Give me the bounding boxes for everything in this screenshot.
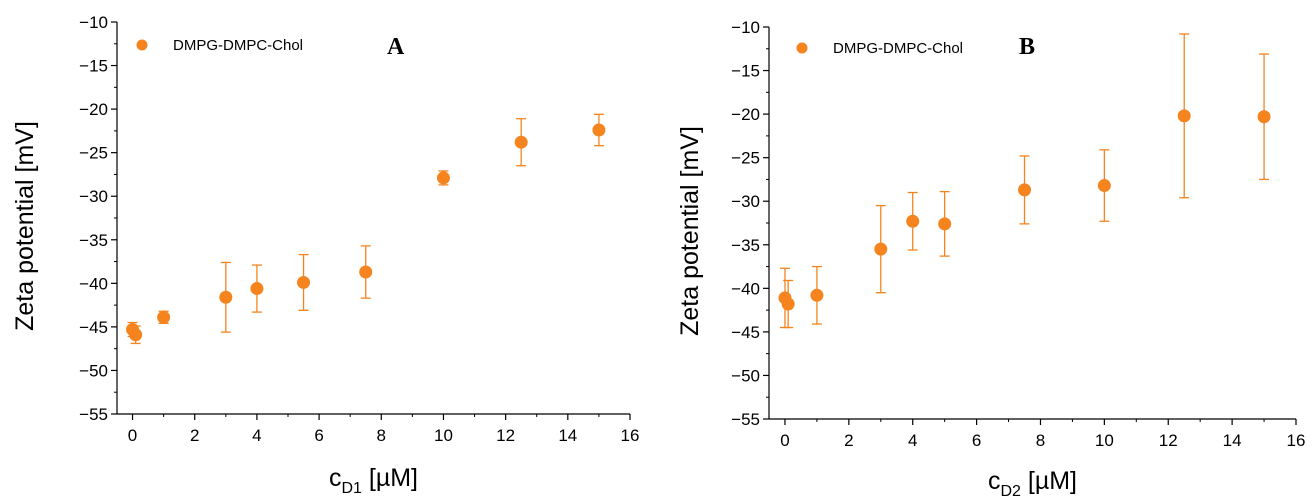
- y-tick-label: −40: [731, 279, 760, 298]
- x-tick-label: 10: [434, 426, 453, 445]
- x-tick-label: 0: [780, 431, 789, 450]
- x-tick-label: 14: [558, 426, 577, 445]
- data-point-group: [592, 113, 606, 147]
- data-point: [810, 288, 824, 302]
- x-tick-label: 14: [1223, 431, 1242, 450]
- data-point: [1018, 183, 1032, 197]
- x-axis-title: cD1 [µM]: [329, 464, 418, 497]
- data-point-group: [781, 279, 795, 329]
- x-axis-title-unit: [µM]: [362, 464, 418, 492]
- y-tick-label: −35: [79, 231, 108, 250]
- data-point-group: [1097, 149, 1111, 222]
- panel-label: A: [387, 34, 405, 60]
- y-tick-label: −15: [79, 57, 108, 76]
- data-point: [129, 328, 143, 342]
- y-axis-title: Zeta potential [mV]: [11, 121, 39, 331]
- data-point-group: [157, 310, 171, 325]
- data-point: [250, 282, 264, 296]
- data-point: [1097, 179, 1111, 193]
- data-point-group: [219, 261, 233, 333]
- data-point-group: [906, 191, 920, 251]
- x-tick-label: 2: [190, 426, 199, 445]
- y-tick-label: −30: [731, 192, 760, 211]
- x-axis-title-unit: [µM]: [1021, 467, 1077, 495]
- x-axis-title-main: c: [329, 464, 342, 492]
- x-tick-label: 4: [252, 426, 261, 445]
- x-axis-title-subscript: D1: [341, 480, 362, 497]
- y-tick-label: −20: [79, 100, 108, 119]
- legend-label: DMPG-DMPC-Chol: [173, 37, 303, 54]
- data-point: [781, 297, 795, 311]
- data-point: [874, 242, 888, 256]
- y-axis-title: Zeta potential [mV]: [676, 126, 704, 336]
- y-tick-label: −55: [79, 405, 108, 424]
- x-tick-label: 6: [972, 431, 981, 450]
- y-tick-label: −50: [79, 361, 108, 380]
- x-tick-label: 2: [844, 431, 853, 450]
- data-point-group: [359, 245, 373, 299]
- x-axis-title-subscript: D2: [1000, 483, 1021, 499]
- x-tick-label: 0: [128, 426, 137, 445]
- x-tick-label: 12: [1159, 431, 1178, 450]
- x-tick-label: 16: [1287, 431, 1306, 450]
- data-point-group: [1257, 53, 1271, 181]
- data-point-group: [436, 170, 450, 186]
- data-point-group: [514, 118, 528, 167]
- y-tick-label: −10: [79, 13, 108, 32]
- data-point: [906, 214, 920, 228]
- data-point-group: [1177, 33, 1191, 199]
- data-point: [219, 290, 233, 304]
- data-point: [297, 275, 311, 289]
- x-axis-title-main: c: [988, 467, 1001, 495]
- data-point-group: [810, 265, 824, 325]
- data-point-group: [297, 253, 311, 311]
- data-point: [359, 265, 373, 279]
- y-tick-label: −25: [79, 144, 108, 163]
- data-point: [436, 171, 450, 185]
- x-axis-title: cD2 [µM]: [988, 467, 1077, 499]
- legend-label: DMPG-DMPC-Chol: [833, 40, 963, 57]
- data-point-group: [874, 204, 888, 294]
- legend-marker: [136, 39, 148, 51]
- data-point: [938, 217, 952, 231]
- y-tick-label: −45: [79, 318, 108, 337]
- y-tick-label: −55: [731, 410, 760, 429]
- data-point-group: [129, 325, 143, 345]
- x-tick-label: 16: [621, 426, 640, 445]
- y-tick-label: −15: [731, 62, 760, 81]
- y-tick-label: −45: [731, 323, 760, 342]
- x-tick-label: 12: [496, 426, 515, 445]
- y-tick-label: −40: [79, 274, 108, 293]
- panel-label: B: [1019, 34, 1035, 60]
- x-tick-label: 8: [377, 426, 386, 445]
- data-point: [514, 135, 528, 149]
- y-tick-label: −20: [731, 105, 760, 124]
- data-point: [1177, 109, 1191, 123]
- legend-marker: [796, 42, 808, 54]
- data-point-group: [1018, 155, 1032, 225]
- chart-panel-a: −10 −15 −20 −25 −30 −35 −40 −45 −50 −55 0 2 4 6 8 10 12 1…: [11, 13, 640, 497]
- data-point-group: [938, 190, 952, 257]
- y-tick-label: −35: [731, 236, 760, 255]
- x-tick-label: 6: [314, 426, 323, 445]
- data-point: [1257, 110, 1271, 124]
- y-tick-label: −10: [731, 18, 760, 37]
- x-tick-label: 10: [1095, 431, 1114, 450]
- data-point: [592, 123, 606, 137]
- data-point: [157, 310, 171, 324]
- chart-panel-b: −10 −15 −20 −25 −30 −35 −40 −45 −50 −55 0 2 4 6 8 10 12 1…: [676, 18, 1306, 499]
- y-tick-label: −30: [79, 187, 108, 206]
- y-tick-label: −25: [731, 149, 760, 168]
- data-point-group: [250, 264, 264, 313]
- y-tick-label: −50: [731, 366, 760, 385]
- x-tick-label: 8: [1036, 431, 1045, 450]
- x-tick-label: 4: [908, 431, 917, 450]
